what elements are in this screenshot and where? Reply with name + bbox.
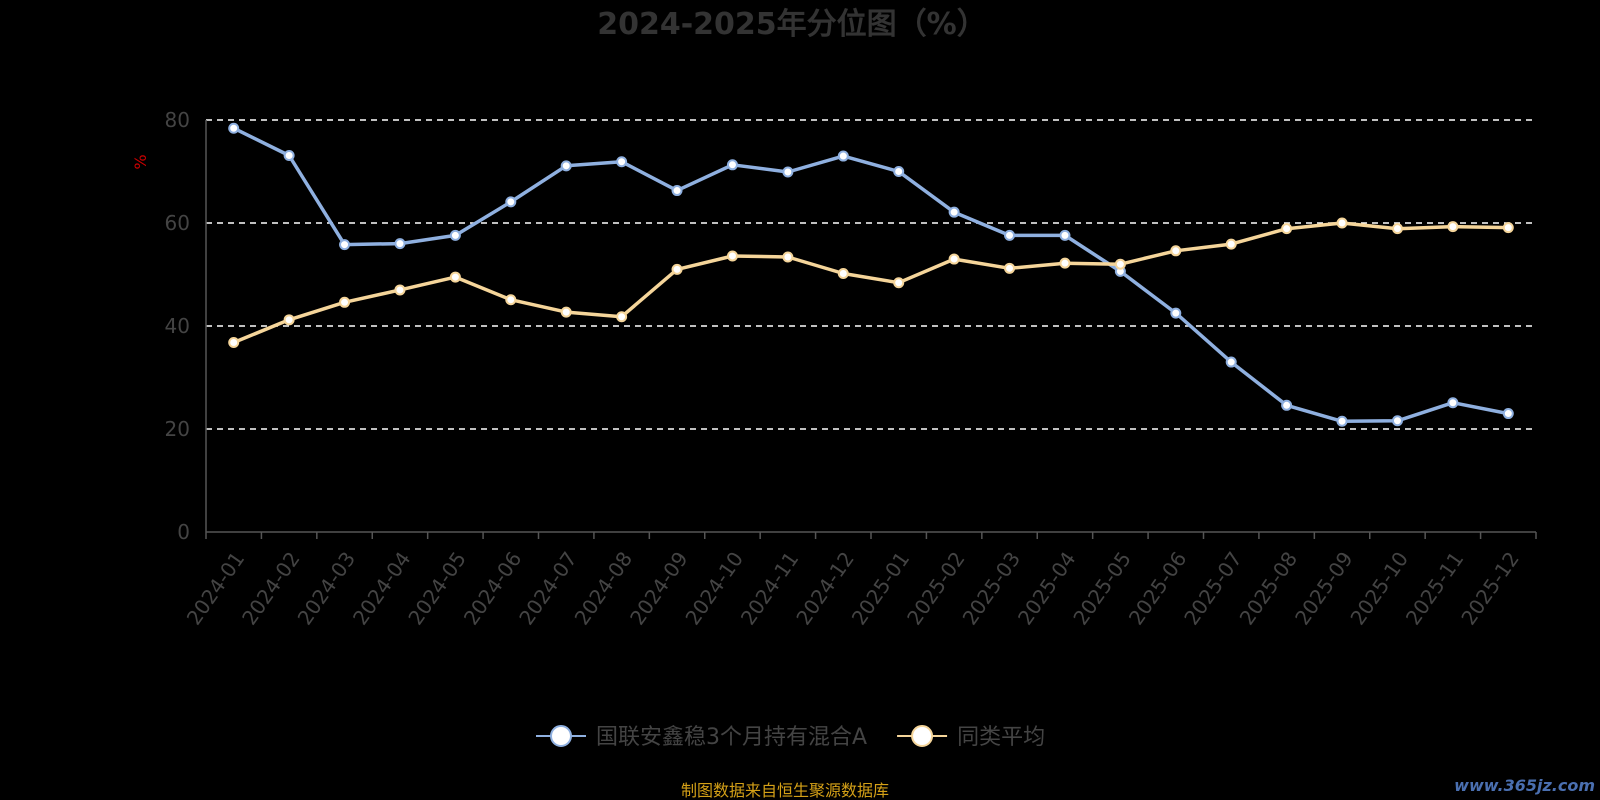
data-point [726, 250, 738, 262]
y-tick-label: 0 [177, 520, 190, 544]
data-point [1391, 223, 1403, 235]
data-point [283, 314, 295, 326]
data-point [671, 263, 683, 275]
y-tick-labels: 0 20 40 60 80 [165, 108, 190, 544]
data-point [339, 239, 351, 251]
series-1 [228, 122, 1514, 427]
data-point [1114, 258, 1126, 270]
data-point [449, 271, 461, 283]
data-point [1170, 307, 1182, 319]
legend-label: 国联安鑫稳3个月持有混合A [596, 725, 867, 750]
legend-item-1[interactable]: 国联安鑫稳3个月持有混合A [536, 725, 867, 750]
data-point [1225, 238, 1237, 250]
data-point [726, 159, 738, 171]
data-point [449, 229, 461, 241]
data-point [1004, 262, 1016, 274]
x-tick-labels: 2024-012024-022024-032024-042024-052024-… [182, 547, 1524, 629]
data-point [671, 185, 683, 197]
y-axis-label: % [131, 154, 150, 169]
series-line [232, 126, 1509, 424]
data-point [560, 306, 572, 318]
data-point [782, 251, 794, 263]
data-point [1447, 397, 1459, 409]
data-point [1225, 356, 1237, 368]
data-point [893, 277, 905, 289]
data-point [1004, 229, 1016, 241]
data-point [616, 311, 628, 323]
data-point [782, 166, 794, 178]
data-point [560, 160, 572, 172]
source-note: 制图数据来自恒生聚源数据库 [681, 781, 889, 800]
chart-title: 2024-2025年分位图（%） [597, 7, 987, 42]
grid-lines [206, 119, 1536, 430]
y-tick-label: 40 [165, 314, 190, 338]
series-group [228, 122, 1514, 427]
data-point [505, 196, 517, 208]
data-point [505, 294, 517, 306]
data-point [948, 253, 960, 265]
y-tick-label: 20 [165, 417, 190, 441]
series-line [233, 221, 1509, 345]
legend-marker-icon [550, 725, 572, 747]
data-point [283, 150, 295, 162]
axes [205, 120, 1537, 539]
data-point [1391, 415, 1403, 427]
data-point [616, 156, 628, 168]
data-point [1170, 245, 1182, 257]
data-point [228, 336, 240, 348]
data-point [228, 122, 240, 134]
data-point [1336, 217, 1348, 229]
data-point [1502, 222, 1514, 234]
data-point [837, 267, 849, 279]
legend[interactable]: 国联安鑫稳3个月持有混合A 同类平均 [536, 725, 1045, 750]
watermark: www.365jz.com [1454, 776, 1595, 795]
data-point [1281, 223, 1293, 235]
series-2 [228, 217, 1514, 348]
data-point [1281, 399, 1293, 411]
legend-item-2[interactable]: 同类平均 [897, 725, 1045, 750]
data-point [1502, 408, 1514, 420]
data-point [1059, 257, 1071, 269]
data-point [394, 284, 406, 296]
data-point [1059, 229, 1071, 241]
data-point [948, 206, 960, 218]
data-point [1336, 415, 1348, 427]
y-tick-label: 80 [165, 108, 190, 132]
y-tick-label: 60 [165, 211, 190, 235]
data-point [837, 150, 849, 162]
x-tick-label: 2025-12 [1456, 547, 1524, 629]
data-point [339, 296, 351, 308]
legend-label: 同类平均 [957, 725, 1045, 750]
data-point [893, 166, 905, 177]
data-point [1447, 221, 1459, 233]
legend-marker-icon [911, 725, 934, 747]
data-point [394, 238, 406, 250]
